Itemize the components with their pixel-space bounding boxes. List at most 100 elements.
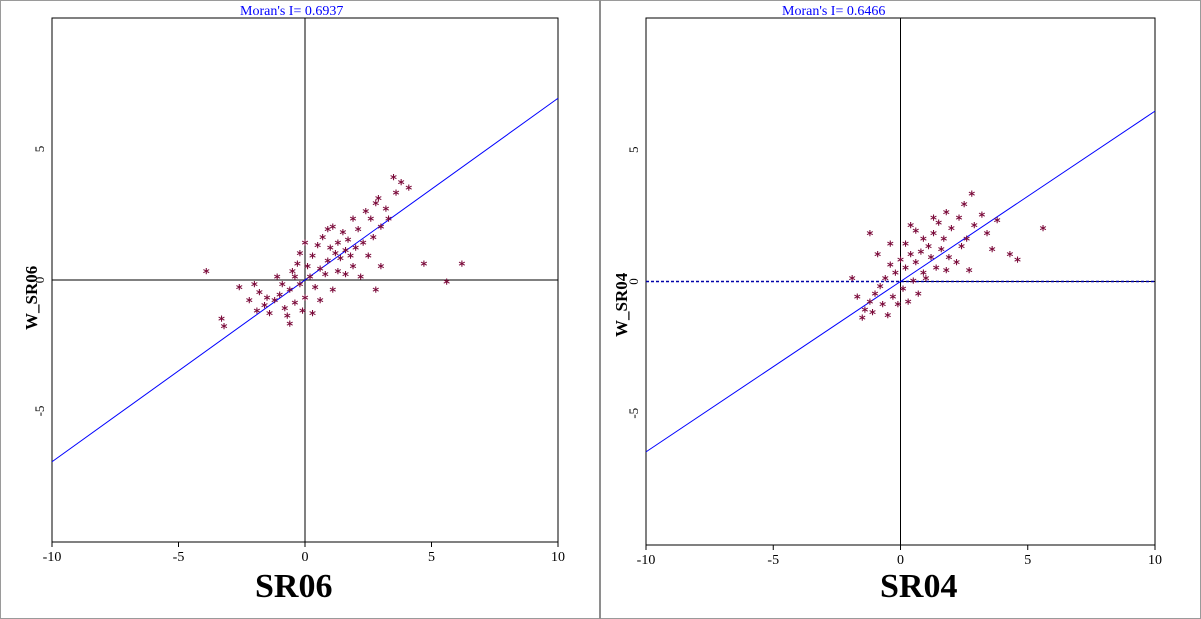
data-point: * xyxy=(309,309,316,324)
data-point: * xyxy=(398,178,405,193)
data-point: * xyxy=(917,248,924,263)
regression-line xyxy=(645,110,1156,453)
data-point: * xyxy=(940,234,947,249)
data-point: * xyxy=(895,300,902,315)
data-point: * xyxy=(286,285,293,300)
data-point: * xyxy=(867,229,874,244)
data-point: * xyxy=(872,290,879,305)
x-tick-label: 5 xyxy=(1024,553,1031,568)
data-point: * xyxy=(458,259,465,274)
data-point: * xyxy=(902,240,909,255)
data-point: * xyxy=(897,255,904,270)
data-point: * xyxy=(352,244,359,259)
data-point: * xyxy=(915,290,922,305)
data-point: * xyxy=(340,228,347,243)
x-tick-label: 10 xyxy=(1148,553,1162,568)
data-point: * xyxy=(421,259,428,274)
data-point: * xyxy=(360,238,367,253)
data-point: * xyxy=(317,265,324,280)
data-point: * xyxy=(309,251,316,266)
data-point: * xyxy=(372,285,379,300)
data-point: * xyxy=(956,213,963,228)
y-tick-label: 0 xyxy=(32,277,47,284)
data-point: * xyxy=(221,322,228,337)
data-point: * xyxy=(294,259,301,274)
x-tick-label: -5 xyxy=(173,550,185,565)
data-point: * xyxy=(342,246,349,261)
data-point: * xyxy=(271,296,278,311)
data-point: * xyxy=(945,253,952,268)
data-point: * xyxy=(961,200,968,215)
data-point: * xyxy=(236,283,243,298)
data-point: * xyxy=(327,244,334,259)
data-point: * xyxy=(943,208,950,223)
data-point: * xyxy=(246,296,253,311)
data-point: * xyxy=(887,240,894,255)
data-point: * xyxy=(365,251,372,266)
data-point: * xyxy=(393,189,400,204)
data-point: * xyxy=(892,269,899,284)
data-point: * xyxy=(314,241,321,256)
data-point: * xyxy=(218,314,225,329)
data-point: * xyxy=(907,250,914,265)
data-point: * xyxy=(329,223,336,238)
data-point: * xyxy=(443,278,450,293)
data-point: * xyxy=(928,253,935,268)
x-tick-label: 0 xyxy=(897,553,904,568)
data-point: * xyxy=(345,236,352,251)
data-point: * xyxy=(930,213,937,228)
y-tick-label: 5 xyxy=(626,147,641,154)
y-tick-label: -5 xyxy=(626,408,641,419)
data-point: * xyxy=(334,238,341,253)
data-point: * xyxy=(912,226,919,241)
chart-title: Moran's I= 0.6937 xyxy=(240,4,344,19)
data-point: * xyxy=(256,288,263,303)
data-point: * xyxy=(854,292,861,307)
data-point: * xyxy=(357,272,364,287)
data-point: * xyxy=(254,306,261,321)
data-point: * xyxy=(329,285,336,300)
data-point: * xyxy=(372,199,379,214)
data-point: * xyxy=(889,292,896,307)
data-point: * xyxy=(900,284,907,299)
data-point: * xyxy=(302,238,309,253)
data-point: * xyxy=(994,216,1001,231)
data-point: * xyxy=(907,221,914,236)
data-point: * xyxy=(319,233,326,248)
data-point: * xyxy=(879,300,886,315)
data-point: * xyxy=(304,262,311,277)
y-tick-label: -5 xyxy=(32,406,47,417)
data-point: * xyxy=(963,234,970,249)
data-point: * xyxy=(925,242,932,257)
data-point: * xyxy=(405,183,412,198)
data-point: * xyxy=(203,267,210,282)
data-point: * xyxy=(861,305,868,320)
data-point: * xyxy=(905,298,912,313)
scatter-plot-left: -10 -5 0 5 10-505* ***************** *** ***** *… xyxy=(32,17,565,565)
data-point: * xyxy=(953,258,960,273)
data-point: * xyxy=(989,245,996,260)
data-point: * xyxy=(920,234,927,249)
data-point: * xyxy=(322,270,329,285)
data-point: * xyxy=(383,204,390,219)
data-point: * xyxy=(877,282,884,297)
panel-divider xyxy=(599,0,601,619)
data-point: * xyxy=(299,306,306,321)
data-point: * xyxy=(923,274,930,289)
data-point: * xyxy=(933,263,940,278)
data-point: * xyxy=(347,251,354,266)
y-axis-label: W_SR04 xyxy=(612,272,631,337)
data-point: * xyxy=(279,280,286,295)
data-point: * xyxy=(302,293,309,308)
data-point: * xyxy=(884,311,891,326)
x-axis-label: SR04 xyxy=(880,568,958,605)
data-point: * xyxy=(948,224,955,239)
x-tick-label: 10 xyxy=(551,550,565,565)
data-point: * xyxy=(286,320,293,335)
data-point: * xyxy=(1007,250,1014,265)
moran-scatter-panel-left: Moran's I= 0.6937 -10 -5 0 5 10 -5 0 5 * * * * * * * * *… xyxy=(0,0,600,619)
data-point: * xyxy=(276,291,283,306)
data-point: * xyxy=(867,298,874,313)
data-point: * xyxy=(264,293,271,308)
regression-line xyxy=(51,97,559,463)
